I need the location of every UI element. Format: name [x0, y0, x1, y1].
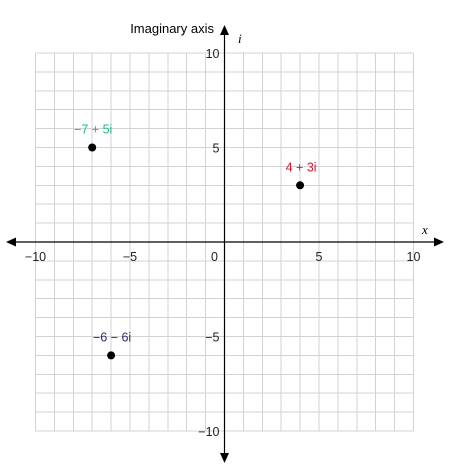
x-tick-label: 0 [211, 250, 218, 264]
y-tick-label: −10 [198, 425, 219, 439]
data-point-label: −7 + 5i [74, 123, 112, 137]
y-axis-arrow-top [220, 25, 229, 35]
data-point [107, 351, 116, 360]
x-tick-label: 5 [316, 250, 323, 264]
x-axis-arrow-right [434, 237, 444, 247]
data-point [88, 143, 97, 152]
y-tick-label: 10 [206, 47, 220, 61]
x-tick-label: −10 [25, 250, 46, 264]
data-points: 4 + 3i −7 + 5i −6 − 6i [74, 123, 317, 360]
y-axis-title: Imaginary axis [130, 21, 214, 36]
tick-labels: −10 −5 0 5 10 10 5 −5 −10 [25, 47, 421, 439]
x-tick-label: 10 [407, 250, 421, 264]
y-axis-unit-label: i [238, 31, 242, 46]
x-axis-title: x [421, 222, 428, 237]
axes [6, 25, 444, 463]
y-axis-arrow-bottom [220, 453, 229, 463]
y-tick-label: 5 [213, 142, 220, 156]
data-point-label: 4 + 3i [286, 160, 317, 174]
x-tick-label: −5 [123, 250, 137, 264]
y-tick-label: −5 [205, 331, 219, 345]
data-point-label: −6 − 6i [93, 330, 131, 344]
x-axis-arrow-left [6, 237, 16, 247]
data-point [296, 181, 305, 190]
